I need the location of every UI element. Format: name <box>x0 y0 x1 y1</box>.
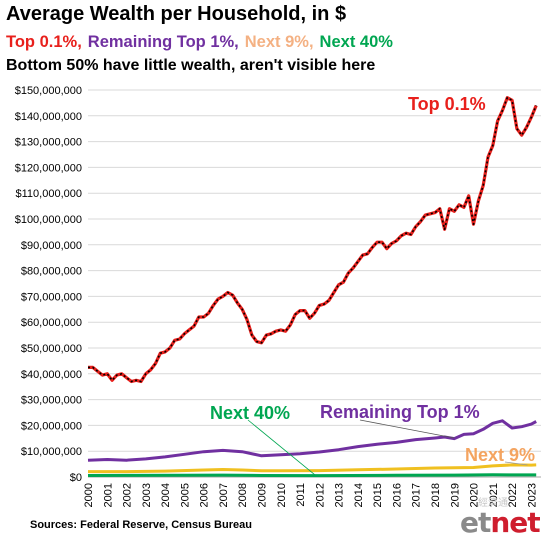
x-tick-label: 2008 <box>237 483 249 507</box>
y-tick-label: $90,000,000 <box>21 240 82 252</box>
x-tick-label: 2014 <box>353 483 365 507</box>
x-tick-label: 2017 <box>411 483 423 507</box>
x-tick-label: 2001 <box>102 483 114 507</box>
etnet-logo: etnet <box>460 506 541 539</box>
x-tick-label: 2013 <box>334 483 346 507</box>
series-line-1 <box>87 419 537 462</box>
annotation-label: Top 0.1% <box>408 94 486 114</box>
annotation-label: Next 9% <box>465 445 535 465</box>
x-tick-label: 2012 <box>314 483 326 507</box>
x-tick-label: 2003 <box>141 483 153 507</box>
y-tick-label: $30,000,000 <box>21 395 82 407</box>
legend-line: Top 0.1%, Remaining Top 1%, Next 9%, Next 4… <box>6 33 399 52</box>
x-tick-label: 2006 <box>199 483 211 507</box>
leader-next9 <box>504 461 528 466</box>
y-tick-label: $130,000,000 <box>15 137 82 149</box>
annotation-label: Next 40% <box>210 403 290 423</box>
legend-remaining-top1: Remaining Top 1%, <box>87 33 239 51</box>
y-tick-label: $100,000,000 <box>15 214 82 226</box>
x-tick-label: 2022 <box>507 483 519 507</box>
leader-next40 <box>247 419 316 476</box>
series-line-top01 <box>88 96 538 384</box>
x-tick-label: 2005 <box>179 483 191 507</box>
y-tick-label: $50,000,000 <box>21 343 82 355</box>
leader-remaining-top1 <box>359 419 455 439</box>
y-tick-label: $40,000,000 <box>21 369 82 381</box>
x-tick-label: 2010 <box>276 483 288 507</box>
x-tick-label: 2016 <box>391 483 403 507</box>
source-note: Sources: Federal Reserve, Census Bureau <box>30 519 252 531</box>
x-tick-label: 2021 <box>488 483 500 507</box>
chart-title: Average Wealth per Household, in $ <box>6 3 347 25</box>
x-tick-label: 2020 <box>469 483 481 507</box>
y-tick-label: $120,000,000 <box>15 162 82 174</box>
y-tick-label: $70,000,000 <box>21 291 82 303</box>
chart-note: Bottom 50% have little wealth, aren't vi… <box>6 57 376 74</box>
y-tick-label: $110,000,000 <box>16 188 82 200</box>
x-tick-label: 2019 <box>449 483 461 507</box>
y-tick-label: $20,000,000 <box>21 420 82 432</box>
x-tick-label: 2009 <box>256 483 268 507</box>
x-tick-label: 2007 <box>218 483 230 507</box>
series-line-2 <box>88 463 537 474</box>
x-tick-label: 2000 <box>83 483 95 507</box>
y-tick-label: $0 <box>70 472 82 484</box>
y-tick-label: $150,000,000 <box>15 85 82 97</box>
legend-next40: Next 40% <box>319 33 393 51</box>
x-tick-label: 2004 <box>160 483 172 507</box>
watermark-text: 經濟通 <box>478 498 508 509</box>
x-tick-label: 2015 <box>372 483 384 507</box>
y-tick-label: $60,000,000 <box>21 317 82 329</box>
y-tick-label: $10,000,000 <box>21 446 82 458</box>
x-tick-label: 2011 <box>295 483 307 507</box>
x-tick-label: 2023 <box>526 483 538 507</box>
series-line-3 <box>87 473 537 478</box>
series-line-top01-dots <box>88 96 537 383</box>
annotation-label: Remaining Top 1% <box>320 402 480 422</box>
legend-next9: Next 9%, <box>244 33 314 51</box>
logo-main: et <box>460 506 491 539</box>
logo-accent: net <box>490 506 540 539</box>
y-tick-label: $80,000,000 <box>21 266 82 278</box>
y-tick-label: $140,000,000 <box>15 111 82 123</box>
x-tick-label: 2018 <box>430 483 442 507</box>
x-tick-label: 2002 <box>122 483 134 507</box>
legend-top01: Top 0.1%, <box>6 33 82 51</box>
